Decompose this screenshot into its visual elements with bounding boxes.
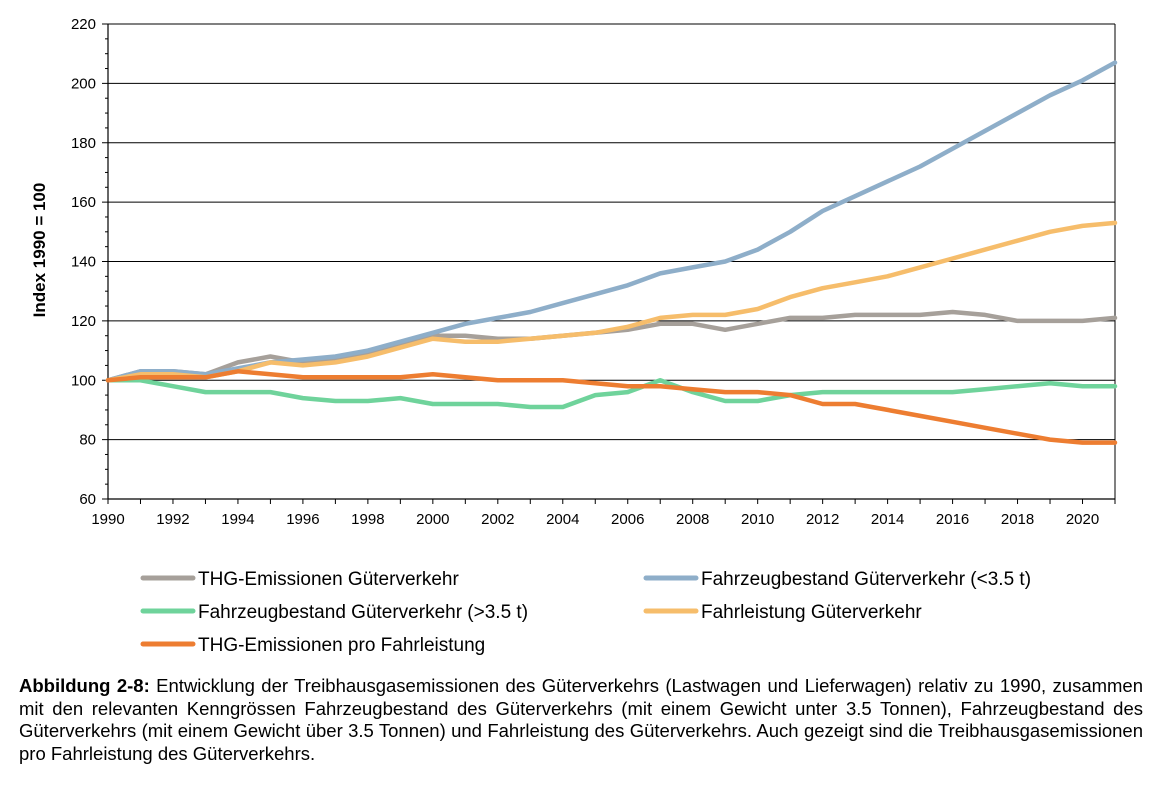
legend-label: THG-Emissionen pro Fahrleistung bbox=[198, 635, 485, 656]
x-tick-label: 1990 bbox=[91, 511, 124, 528]
x-tick-label: 2020 bbox=[1066, 511, 1099, 528]
legend: THG-Emissionen Güterverkehr Fahrzeugbesta… bbox=[140, 569, 1031, 656]
legend-label: THG-Emissionen Güterverkehr bbox=[198, 569, 459, 590]
y-axis-label: Index 1990 = 100 bbox=[30, 183, 49, 318]
x-tick-label: 2014 bbox=[871, 511, 904, 528]
x-tick-label: 2018 bbox=[1001, 511, 1034, 528]
series-line-3 bbox=[105, 378, 1118, 410]
x-tick-label: 2008 bbox=[676, 511, 709, 528]
caption-text: Entwicklung der Treibhausgasemissionen d… bbox=[19, 675, 1144, 764]
x-tick-label: 1996 bbox=[286, 511, 319, 528]
x-tick-label: 1994 bbox=[221, 511, 254, 528]
legend-entry: THG-Emissionen pro Fahrleistung bbox=[140, 635, 485, 656]
y-tick-label: 60 bbox=[79, 491, 96, 508]
y-tick-label: 220 bbox=[71, 16, 96, 33]
axes bbox=[102, 23, 1116, 504]
x-tick-label: 2004 bbox=[546, 511, 579, 528]
y-tick-label: 120 bbox=[71, 313, 96, 330]
legend-label: Fahrzeugbestand Güterverkehr (<3.5 t) bbox=[701, 569, 1031, 590]
y-axis-ticks: 60 80 100 120 140 160 180 200 220 bbox=[71, 16, 96, 508]
x-tick-label: 2012 bbox=[806, 511, 839, 528]
grid-lines bbox=[108, 23, 1115, 441]
figure-caption: Abbildung 2-8: Entwicklung der Treibhaus… bbox=[19, 675, 1143, 765]
y-tick-label: 160 bbox=[71, 194, 96, 211]
series-line-5 bbox=[105, 369, 1118, 445]
legend-label: Fahrzeugbestand Güterverkehr (>3.5 t) bbox=[198, 602, 528, 623]
legend-entry: THG-Emissionen Güterverkehr bbox=[140, 569, 459, 590]
x-tick-label: 1992 bbox=[156, 511, 189, 528]
series-lines bbox=[105, 60, 1118, 445]
y-tick-label: 140 bbox=[71, 254, 96, 271]
y-tick-label: 80 bbox=[79, 432, 96, 449]
x-tick-label: 2010 bbox=[741, 511, 774, 528]
x-tick-label: 2002 bbox=[481, 511, 514, 528]
legend-label: Fahrleistung Güterverkehr bbox=[701, 602, 922, 623]
caption-label: Abbildung 2-8: bbox=[19, 675, 150, 696]
x-tick-label: 2000 bbox=[416, 511, 449, 528]
y-tick-label: 100 bbox=[71, 372, 96, 389]
x-axis-ticks: 1990 1992 1994 1996 1998 2000 2002 2004 2006 2008… bbox=[91, 511, 1099, 528]
x-tick-label: 1998 bbox=[351, 511, 384, 528]
series-line-1 bbox=[105, 309, 1118, 383]
legend-entry: Fahrleistung Güterverkehr bbox=[643, 602, 922, 623]
legend-entry: Fahrzeugbestand Güterverkehr (>3.5 t) bbox=[140, 602, 528, 623]
legend-entry: Fahrzeugbestand Güterverkehr (<3.5 t) bbox=[643, 569, 1031, 590]
y-tick-label: 200 bbox=[71, 75, 96, 92]
series-line-4 bbox=[105, 220, 1118, 383]
x-tick-label: 2006 bbox=[611, 511, 644, 528]
y-tick-label: 180 bbox=[71, 135, 96, 152]
x-tick-label: 2016 bbox=[936, 511, 969, 528]
